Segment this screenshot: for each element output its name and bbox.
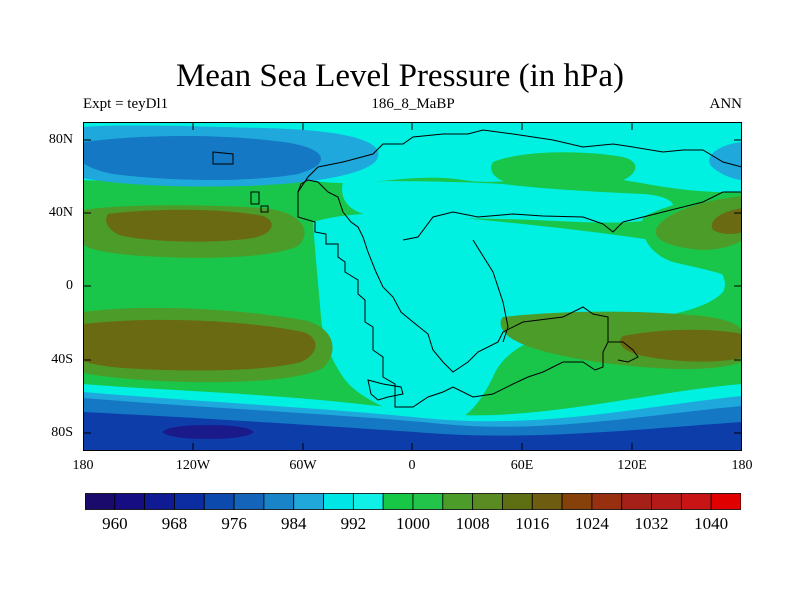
coast-inner	[472, 239, 509, 343]
colorbar-label: 968	[161, 514, 188, 533]
age-label: 186_8_MaBP	[371, 96, 455, 112]
lon-label: 180	[72, 458, 94, 473]
coast-safrica	[367, 379, 404, 401]
coast-pangea-north	[297, 179, 609, 408]
colorbar-cell	[651, 493, 682, 510]
colorbar-cell	[680, 493, 712, 510]
colorbar-cell	[561, 493, 593, 510]
field-npac-brown	[106, 209, 272, 242]
lon-label: 120W	[175, 458, 211, 473]
colorbar-cell	[323, 493, 354, 510]
field-south-brown	[83, 319, 316, 371]
lon-label: 120E	[617, 458, 647, 473]
colorbar-label: 1000	[396, 514, 430, 533]
experiment-label: Expt = teyDl1	[83, 96, 169, 112]
coast-arctic	[297, 129, 742, 193]
colorbar	[85, 493, 741, 510]
lat-label: 80N	[48, 132, 73, 147]
colorbar-label: 1008	[455, 514, 490, 533]
colorbar-label: 1040	[694, 514, 729, 533]
colorbar-cell	[502, 493, 533, 510]
lat-label: 80S	[51, 425, 73, 440]
lon-label: 60W	[289, 458, 317, 473]
colorbar-cell	[531, 493, 563, 510]
coast-small-isle-2	[260, 205, 269, 213]
colorbar-cell	[85, 493, 116, 510]
colorbar-cell	[591, 493, 623, 510]
colorbar-label: 992	[340, 514, 367, 533]
colorbar-cell	[263, 493, 295, 510]
colorbar-cell	[412, 493, 444, 510]
pressure-map	[83, 122, 742, 451]
colorbar-label: 960	[102, 514, 128, 533]
colorbar-cell	[174, 493, 205, 510]
field-wpac-olive	[655, 196, 742, 250]
colorbar-cell	[144, 493, 175, 510]
colorbar-cell	[472, 493, 503, 510]
colorbar-cell	[710, 493, 741, 510]
colorbar-label: 1016	[515, 514, 550, 533]
colorbar-cell	[233, 493, 265, 510]
lat-label: 0	[66, 278, 73, 293]
lon-label: 0	[408, 458, 416, 473]
coast-east-tail	[608, 341, 639, 363]
coast-tethys	[402, 191, 742, 241]
colorbar-cell	[293, 493, 324, 510]
colorbar-label: 984	[280, 514, 307, 533]
field-antarctic-low	[163, 425, 253, 439]
colorbar-cell	[621, 493, 652, 510]
colorbar-label: 1032	[634, 514, 669, 533]
axis-ticks	[83, 122, 742, 451]
lon-label: 180	[731, 458, 753, 473]
field-nepacific-blue	[709, 142, 742, 180]
lat-label: 40S	[51, 352, 73, 367]
colorbar-cell	[442, 493, 474, 510]
field-north-midblue	[83, 136, 321, 180]
field-sind-brown	[619, 329, 742, 362]
lat-label: 40N	[48, 205, 73, 220]
field-wpac-brown	[711, 208, 742, 234]
colorbar-cell	[352, 493, 384, 510]
coastlines	[212, 129, 742, 408]
colorbar-label: 976	[221, 514, 247, 533]
plot-title: Mean Sea Level Pressure (in hPa)	[175, 58, 625, 94]
colorbar-cell	[382, 493, 414, 510]
colorbar-cell	[114, 493, 146, 510]
field-asia-green	[491, 152, 636, 190]
field-sbelt-darkblue	[83, 412, 742, 451]
coast-small-isle-1	[250, 191, 260, 205]
field-asia-cyan	[342, 181, 674, 223]
colorbar-cell	[203, 493, 235, 510]
colorbar-label: 1024	[574, 514, 609, 533]
coast-north-am	[212, 151, 234, 165]
season-label: ANN	[709, 96, 743, 112]
lon-label: 60E	[510, 458, 534, 473]
